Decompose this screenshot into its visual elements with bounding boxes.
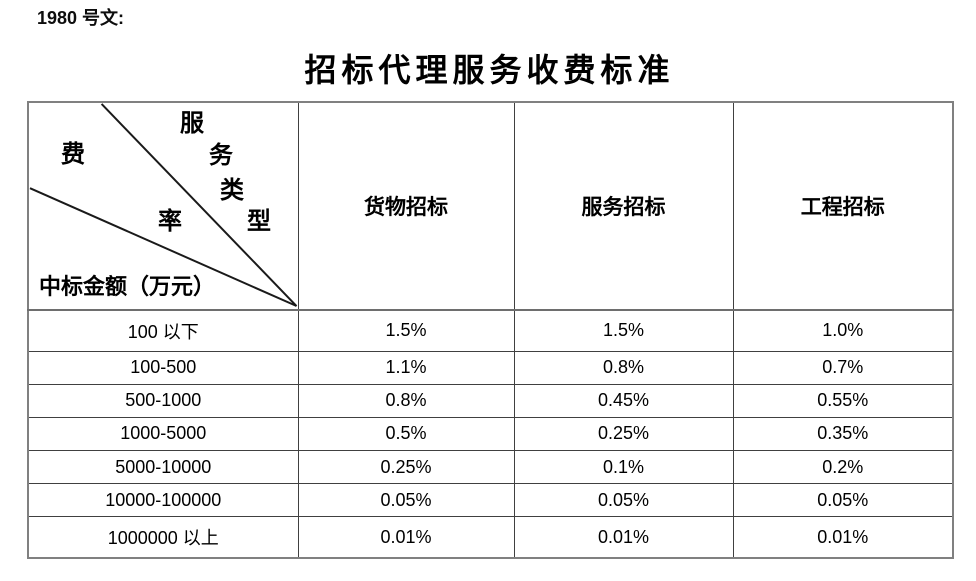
amount-range-cell: 5000-10000 [27, 450, 299, 485]
table-row: 500-1000 0.8% 0.45% 0.55% [27, 383, 954, 418]
goods-rate-cell: 0.01% [297, 516, 515, 559]
amount-range-cell: 1000-5000 [27, 416, 299, 452]
table-row: 5000-10000 0.25% 0.1% 0.2% [27, 450, 954, 485]
engineering-rate-cell: 0.05% [732, 483, 954, 518]
engineering-rate-cell: 0.01% [732, 516, 954, 559]
service-rate-cell: 0.01% [513, 516, 734, 559]
engineering-rate-cell: 1.0% [732, 309, 954, 352]
amount-range-cell: 100 以下 [27, 309, 299, 352]
amount-range-cell: 1000000 以上 [27, 516, 299, 559]
diagonal-header-content: 服 务 类 型 费 率 中标金额（万元） [29, 103, 298, 309]
fee-rate-char-2: 率 [158, 209, 182, 235]
goods-rate-cell: 1.5% [297, 309, 515, 352]
diagonal-divider-lines [29, 103, 298, 307]
fee-standard-table: 服 务 类 型 费 率 中标金额（万元） 货物招标 服务招标 工程招标 100 … [27, 101, 954, 559]
engineering-rate-cell: 0.7% [732, 350, 954, 385]
service-type-char-2: 务 [209, 143, 233, 169]
service-rate-cell: 0.8% [513, 350, 734, 385]
amount-range-cell: 500-1000 [27, 383, 299, 418]
engineering-rate-cell: 0.55% [732, 383, 954, 418]
column-header-engineering: 工程招标 [732, 101, 954, 311]
goods-rate-cell: 0.8% [297, 383, 515, 418]
winning-amount-label: 中标金额（万元） [39, 274, 216, 299]
goods-rate-cell: 0.05% [297, 483, 515, 518]
column-header-service: 服务招标 [513, 101, 734, 311]
table-row: 1000000 以上 0.01% 0.01% 0.01% [27, 516, 954, 559]
diagonal-header-cell: 服 务 类 型 费 率 中标金额（万元） [27, 101, 299, 311]
service-rate-cell: 1.5% [513, 309, 734, 352]
service-type-char-1: 服 [180, 111, 204, 137]
table-row: 1000-5000 0.5% 0.25% 0.35% [27, 416, 954, 452]
table-row: 100 以下 1.5% 1.5% 1.0% [27, 309, 954, 352]
goods-rate-cell: 0.5% [297, 416, 515, 452]
amount-range-cell: 10000-100000 [27, 483, 299, 518]
service-type-char-4: 型 [247, 209, 271, 235]
engineering-rate-cell: 0.2% [732, 450, 954, 485]
amount-range-cell: 100-500 [27, 350, 299, 385]
service-rate-cell: 0.1% [513, 450, 734, 485]
column-header-goods: 货物招标 [297, 101, 515, 311]
header-row: 服 务 类 型 费 率 中标金额（万元） 货物招标 服务招标 工程招标 [27, 101, 954, 311]
service-rate-cell: 0.45% [513, 383, 734, 418]
goods-rate-cell: 0.25% [297, 450, 515, 485]
service-type-char-3: 类 [220, 178, 244, 204]
goods-rate-cell: 1.1% [297, 350, 515, 385]
table-row: 100-500 1.1% 0.8% 0.7% [27, 350, 954, 385]
service-rate-cell: 0.05% [513, 483, 734, 518]
table-row: 10000-100000 0.05% 0.05% 0.05% [27, 483, 954, 518]
fee-rate-char-1: 费 [61, 142, 85, 168]
page-title: 招标代理服务收费标准 [304, 52, 675, 88]
engineering-rate-cell: 0.35% [732, 416, 954, 452]
document-ref-label: 1980 号文: [37, 8, 125, 28]
service-rate-cell: 0.25% [513, 416, 734, 452]
